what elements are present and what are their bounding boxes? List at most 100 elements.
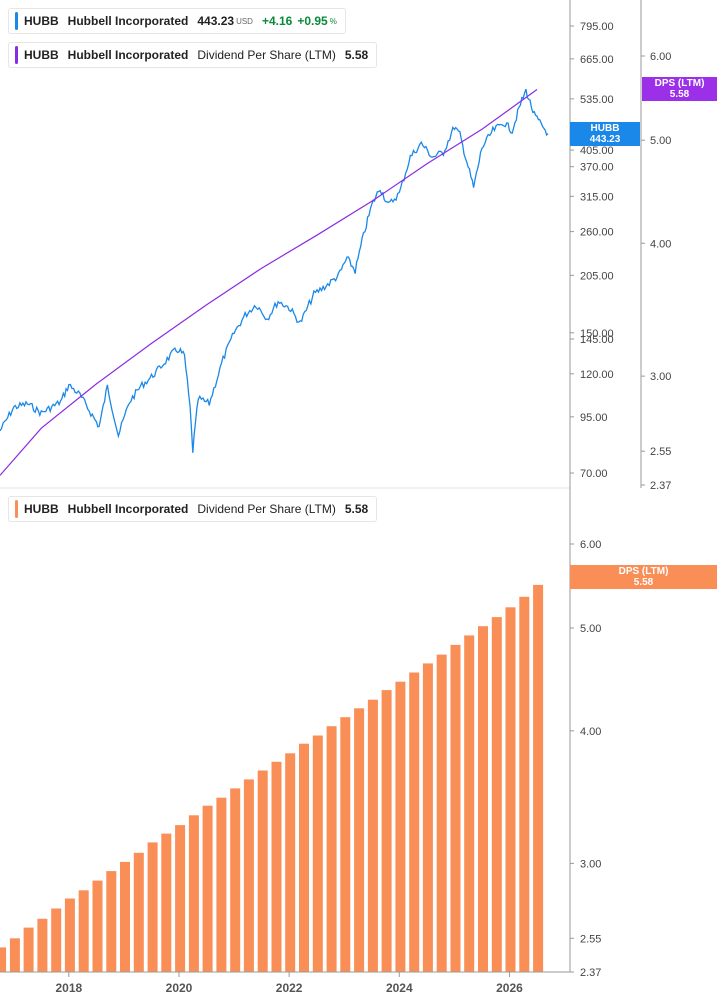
legend-metric: Dividend Per Share (LTM) (197, 48, 336, 62)
dps-bar (464, 635, 475, 972)
bar-axis-tick-label: 4.00 (580, 726, 601, 738)
dps-bar (106, 871, 117, 972)
time-axis: 2018 2020 2022 2024 2026 (0, 971, 570, 995)
dps-pane-bars (0, 584, 544, 972)
dps-bar (161, 833, 172, 972)
price-axis-tick-label: 120.00 (580, 369, 614, 381)
price-axis-tick-label: 205.00 (580, 270, 614, 282)
time-axis-tick-label: 2018 (55, 981, 82, 995)
dps-bar (478, 626, 488, 972)
legend-company: Hubbell Incorporated (67, 14, 189, 28)
legend-currency: USD (236, 16, 253, 26)
legend-ticker: HUBB (24, 502, 59, 516)
price-legend[interactable]: HUBB Hubbell Incorporated 443.23 USD +4.… (8, 8, 346, 34)
dps-axis-tick-label: 2.55 (650, 446, 671, 458)
bar-axis-tick-label: 2.37 (580, 967, 601, 979)
dps-bar (64, 898, 75, 972)
dps-bar (147, 842, 158, 972)
bar-axis-tick-label: 3.00 (580, 858, 601, 870)
dps-top-legend[interactable]: HUBB Hubbell Incorporated Dividend Per S… (8, 42, 378, 68)
dps-bar (202, 805, 213, 972)
price-axis-tick-label: 665.00 (580, 54, 614, 66)
legend-company: Hubbell Incorporated (67, 48, 189, 62)
dps-bar (367, 699, 378, 972)
dps-bar (51, 908, 62, 972)
price-axis-tick-label: 405.00 (580, 145, 614, 157)
dps-bar (78, 890, 89, 972)
dps-bar (285, 753, 296, 972)
legend-price: 443.23 (197, 14, 235, 28)
dps-right-axis: 6.00 5.00 4.00 3.00 2.55 2.37 (640, 0, 671, 492)
dps-bar (395, 681, 406, 972)
price-axis-tick-label: 95.00 (580, 412, 608, 424)
tag-line-2: 443.23 (589, 134, 621, 145)
dps-bar (422, 663, 433, 972)
dps-bar (243, 779, 254, 972)
price-axis-tick-label: 795.00 (580, 21, 614, 33)
dps-axis-tick-label: 5.00 (650, 135, 671, 147)
dps-bar (354, 708, 365, 972)
dps-bar (175, 825, 186, 972)
price-last-value-tag: HUBB 443.23 (570, 122, 640, 146)
price-axis-tick-label: 535.00 (580, 94, 614, 106)
price-series-line (0, 88, 549, 453)
bar-axis-tick-label: 5.00 (580, 623, 601, 635)
dps-bar (133, 852, 144, 972)
dps-bar (37, 918, 48, 972)
dps-axis-tick-label: 3.00 (650, 371, 671, 383)
legend-change-pct: +0.95 (297, 14, 328, 28)
legend-change: +4.16 (261, 14, 293, 28)
legend-ticker: HUBB (24, 48, 59, 62)
dps-bar (491, 617, 502, 972)
dps-bar (257, 770, 268, 972)
dps-bar (9, 938, 20, 972)
dps-bar (340, 717, 351, 972)
price-axis-tick-label: 370.00 (580, 162, 614, 174)
tag-line-1: DPS (LTM) (618, 566, 669, 577)
dps-bar (505, 607, 516, 972)
price-pane-marks (0, 88, 549, 476)
price-axis-tick-label: 315.00 (580, 191, 614, 203)
dps-bar (436, 654, 447, 972)
dps-axis-tick-label: 4.00 (650, 238, 671, 250)
bar-axis-tick-label: 2.55 (580, 933, 601, 945)
time-axis-tick-label: 2026 (496, 981, 523, 995)
time-axis-tick-label: 2020 (166, 981, 193, 995)
price-axis-tick-label: 145.00 (580, 334, 614, 346)
dps-bar (409, 672, 420, 972)
price-axis-tick-label: 70.00 (580, 468, 608, 480)
dps-bar (92, 880, 103, 972)
time-axis-tick-label: 2024 (386, 981, 413, 995)
dps-axis-tick-label: 2.37 (650, 480, 671, 492)
price-axis-tick-label: 150.00 (580, 328, 614, 340)
price-axis-tick-label: 260.00 (580, 227, 614, 239)
price-series-swatch (15, 12, 18, 30)
legend-value: 5.58 (344, 48, 369, 62)
dps-line-last-value-tag: DPS (LTM) 5.58 (642, 77, 717, 101)
dps-bar (23, 927, 34, 972)
dps-series-line (0, 89, 538, 476)
dps-bar-swatch (15, 500, 18, 518)
dps-bar (381, 690, 392, 972)
dps-bar (519, 596, 530, 972)
dps-bar-last-value-tag: DPS (LTM) 5.58 (570, 565, 717, 589)
bar-axis-tick-label: 6.00 (580, 539, 601, 551)
tag-line-2: 5.58 (633, 577, 654, 588)
dps-axis-tick-label: 6.00 (650, 51, 671, 63)
dps-bar (312, 735, 323, 972)
legend-company: Hubbell Incorporated (67, 502, 189, 516)
legend-metric: Dividend Per Share (LTM) (197, 502, 336, 516)
dps-bar (230, 788, 241, 972)
dps-line-swatch (15, 46, 18, 64)
price-pane-axis: 795.00 665.00 535.00 405.00 370.00 315.00 260.… (0, 0, 614, 489)
dps-bar (326, 726, 337, 972)
tag-line-1: DPS (LTM) (654, 78, 705, 89)
dps-bar (120, 861, 130, 972)
legend-value: 5.58 (344, 502, 369, 516)
dps-bar (188, 815, 199, 972)
dps-bar (450, 644, 461, 972)
time-axis-tick-label: 2022 (276, 981, 303, 995)
dps-bottom-legend[interactable]: HUBB Hubbell Incorporated Dividend Per S… (8, 496, 378, 522)
legend-ticker: HUBB (24, 14, 59, 28)
